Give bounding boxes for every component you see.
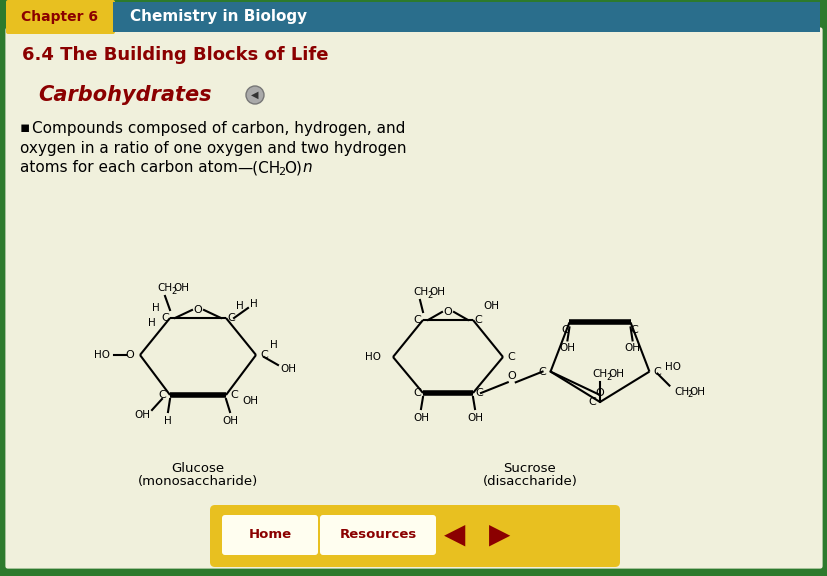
Text: O: O <box>507 372 515 381</box>
Text: O: O <box>194 305 202 315</box>
Text: H: H <box>270 340 278 350</box>
Text: C: C <box>630 325 638 335</box>
Circle shape <box>246 86 264 104</box>
Text: OH: OH <box>134 410 150 420</box>
Text: H: H <box>236 301 244 311</box>
Text: OH: OH <box>280 364 295 374</box>
Text: H: H <box>250 299 257 309</box>
Text: O: O <box>126 350 134 360</box>
Text: 2: 2 <box>171 286 176 295</box>
Text: Chapter 6: Chapter 6 <box>22 10 98 24</box>
Text: C: C <box>538 366 546 377</box>
Text: Compounds composed of carbon, hydrogen, and: Compounds composed of carbon, hydrogen, … <box>32 120 405 135</box>
Text: OH: OH <box>607 369 624 379</box>
Text: CH: CH <box>673 386 688 397</box>
Text: OH: OH <box>482 301 499 311</box>
Text: OH: OH <box>428 287 444 297</box>
Text: HO: HO <box>94 350 110 360</box>
Text: n: n <box>302 161 311 176</box>
Text: C: C <box>230 390 237 400</box>
Text: OH: OH <box>173 283 189 293</box>
Text: OH: OH <box>413 413 428 423</box>
Text: Glucose: Glucose <box>171 461 224 475</box>
Text: OH: OH <box>559 343 575 354</box>
FancyBboxPatch shape <box>4 26 823 570</box>
Text: CH: CH <box>592 369 607 379</box>
Text: C: C <box>413 315 420 325</box>
Text: 2: 2 <box>427 290 432 300</box>
Text: (disaccharide): (disaccharide) <box>482 475 576 487</box>
Text: C: C <box>474 315 481 325</box>
Text: oxygen in a ratio of one oxygen and two hydrogen: oxygen in a ratio of one oxygen and two … <box>20 141 406 156</box>
Text: H: H <box>152 303 160 313</box>
Text: CH: CH <box>413 287 428 297</box>
Text: Resources: Resources <box>339 529 416 541</box>
Bar <box>112 2 819 32</box>
Text: Chemistry in Biology: Chemistry in Biology <box>130 9 307 25</box>
Text: —(CH: —(CH <box>237 161 280 176</box>
Text: atoms for each carbon atom: atoms for each carbon atom <box>20 161 237 176</box>
Text: O): O) <box>284 161 302 176</box>
Text: C: C <box>260 350 268 360</box>
FancyBboxPatch shape <box>6 0 115 34</box>
Text: H: H <box>148 318 155 328</box>
Text: ▪: ▪ <box>20 120 31 135</box>
Text: 2: 2 <box>687 390 692 399</box>
Text: C: C <box>158 390 165 400</box>
FancyBboxPatch shape <box>222 515 318 555</box>
Text: C: C <box>653 366 661 377</box>
Text: Sucrose: Sucrose <box>503 461 556 475</box>
Text: OH: OH <box>466 413 482 423</box>
Text: C: C <box>161 313 169 323</box>
Text: C: C <box>587 397 595 407</box>
Text: HO: HO <box>365 352 380 362</box>
Text: Home: Home <box>248 529 291 541</box>
Text: HO: HO <box>665 362 681 372</box>
Text: OH: OH <box>222 416 237 426</box>
Text: 2: 2 <box>278 167 284 177</box>
Text: O: O <box>443 307 452 317</box>
Text: OH: OH <box>241 396 258 406</box>
Text: Carbohydrates: Carbohydrates <box>38 85 211 105</box>
Text: C: C <box>413 388 420 398</box>
Text: ◀: ◀ <box>251 90 258 100</box>
Text: 2: 2 <box>605 373 611 381</box>
Text: OH: OH <box>689 386 705 397</box>
Text: (monosaccharide): (monosaccharide) <box>138 475 258 487</box>
Text: 6.4 The Building Blocks of Life: 6.4 The Building Blocks of Life <box>22 46 328 64</box>
Text: O: O <box>595 388 604 398</box>
FancyBboxPatch shape <box>319 515 436 555</box>
Text: C: C <box>506 352 514 362</box>
FancyBboxPatch shape <box>210 505 619 567</box>
Text: ▶: ▶ <box>489 521 510 549</box>
Text: CH: CH <box>157 283 172 293</box>
Text: C: C <box>227 313 235 323</box>
Text: C: C <box>561 325 569 335</box>
Text: C: C <box>475 388 482 398</box>
Text: H: H <box>164 416 172 426</box>
Text: ◀: ◀ <box>444 521 465 549</box>
Text: OH: OH <box>624 343 640 354</box>
